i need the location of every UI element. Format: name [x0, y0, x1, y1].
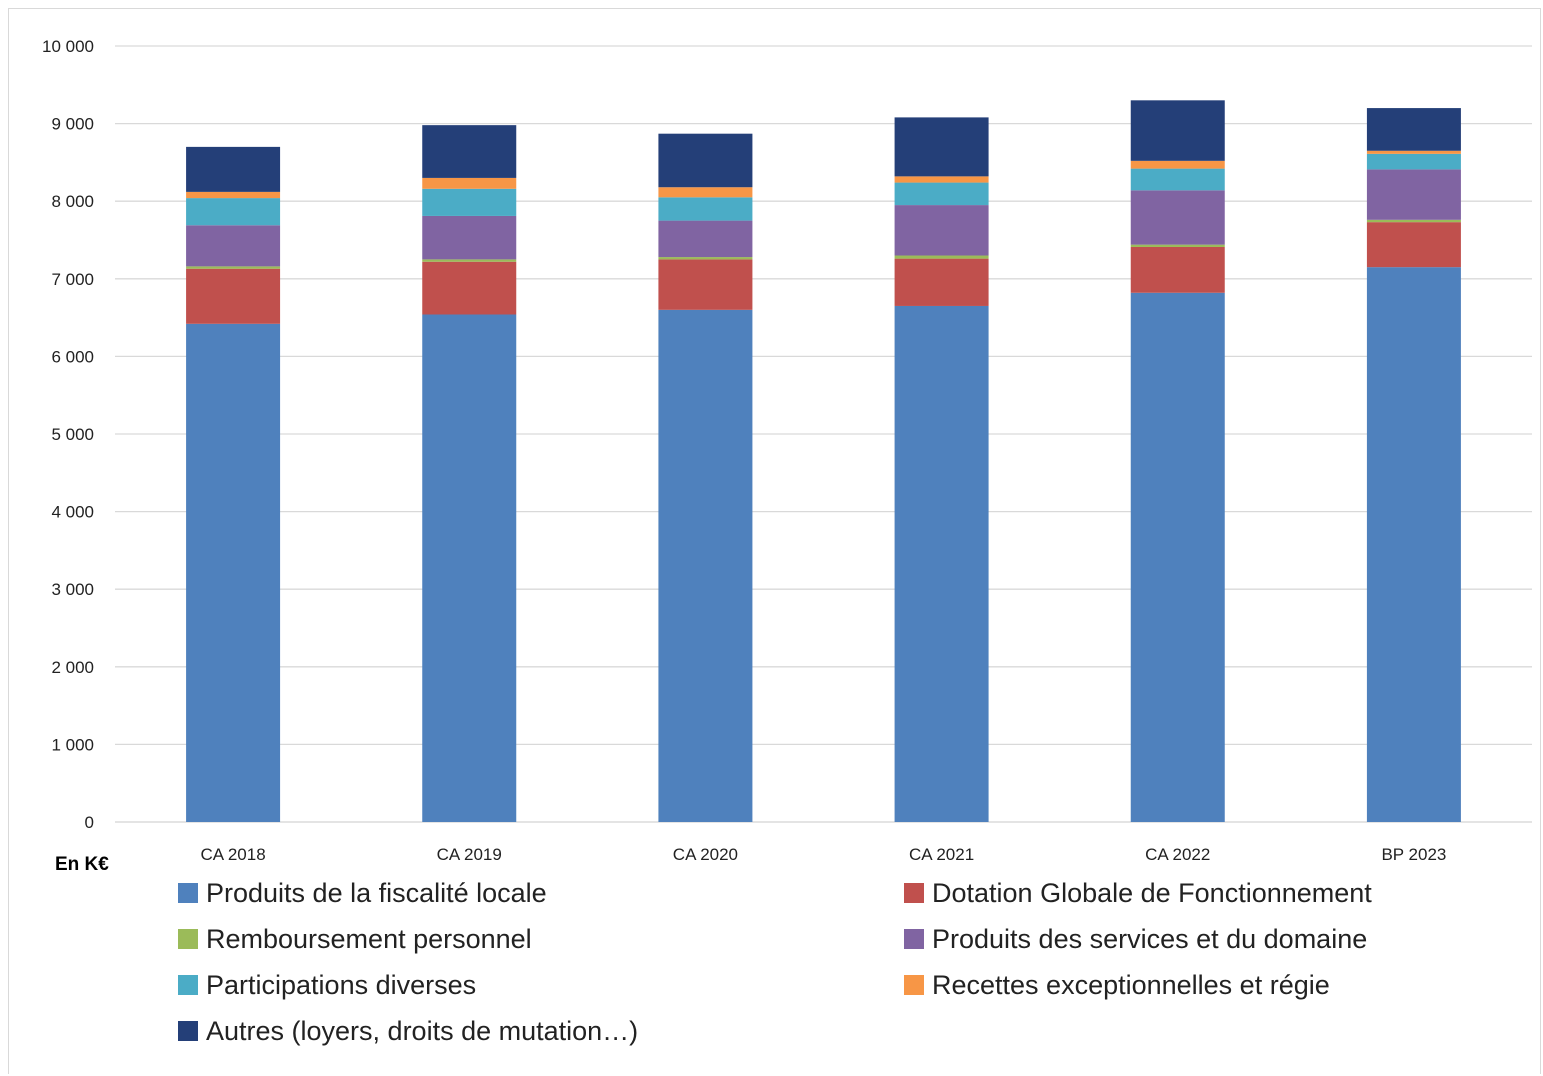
bar-segment: [422, 177, 517, 189]
legend-item: Produits de la fiscalité locale: [178, 873, 547, 913]
legend-label: Produits des services et du domaine: [932, 923, 1368, 954]
bar-segment: [186, 266, 281, 269]
bar-segment: [1130, 100, 1225, 161]
bar-segment: [1130, 168, 1225, 191]
y-tick-label: 1 000: [51, 735, 94, 754]
bar-segment: [1130, 160, 1225, 169]
bar-segment: [658, 197, 753, 221]
bar-segment: [1366, 169, 1461, 220]
bar-segment: [186, 146, 281, 192]
legend-swatch: [178, 929, 198, 949]
x-tick-label: CA 2021: [909, 845, 974, 864]
bar-segment: [1366, 108, 1461, 151]
bar-segment: [1130, 246, 1225, 293]
bar-segment: [658, 133, 753, 188]
bar-segment: [1366, 150, 1461, 154]
x-tick-label: CA 2020: [673, 845, 738, 864]
bar-segment: [422, 215, 517, 260]
y-tick-label: 5 000: [51, 425, 94, 444]
bar-segment: [1130, 244, 1225, 247]
bar-segment: [894, 205, 989, 256]
legend-label: Produits de la fiscalité locale: [206, 877, 547, 908]
bar-segment: [658, 187, 753, 198]
x-tick-label: CA 2022: [1145, 845, 1210, 864]
legend-swatch: [178, 883, 198, 903]
bar-segment: [422, 314, 517, 822]
y-tick-label: 4 000: [51, 503, 94, 522]
y-tick-label: 0: [85, 813, 94, 832]
bar-segment: [658, 220, 753, 258]
y-tick-label: 7 000: [51, 270, 94, 289]
legend-label: Dotation Globale de Fonctionnement: [932, 877, 1372, 908]
legend-swatch: [904, 975, 924, 995]
bar-segment: [1366, 222, 1461, 268]
y-tick-label: 6 000: [51, 347, 94, 366]
legend-swatch: [904, 929, 924, 949]
gridlines: [115, 45, 1532, 823]
x-tick-label: BP 2023: [1381, 845, 1446, 864]
legend-swatch: [904, 883, 924, 903]
legend-label: Autres (loyers, droits de mutation…): [206, 1015, 639, 1046]
legend-item: Produits des services et du domaine: [904, 919, 1367, 959]
bar-segment: [894, 305, 989, 823]
y-axis-ticks: 0 1 000 2 000 3 000 4 000 5 000 6 000 7 000 8 00…: [42, 37, 94, 832]
y-tick-label: 9 000: [51, 115, 94, 134]
bar-segment: [658, 309, 753, 823]
legend-item: Recettes exceptionnelles et régie: [904, 965, 1330, 1005]
bar-segment: [894, 176, 989, 183]
bar-segment: [1366, 267, 1461, 822]
bar-segment: [186, 198, 281, 226]
bar-segment: [1130, 292, 1225, 822]
bar-segment: [186, 191, 281, 199]
x-axis-ticks: CA 2018 CA 2019 CA 2020 CA 2021 CA 2022 BP 20…: [200, 845, 1446, 864]
legend-label: Remboursement personnel: [206, 923, 532, 954]
bar-segment: [422, 261, 517, 315]
bar-segment: [894, 258, 989, 306]
y-tick-label: 2 000: [51, 658, 94, 677]
legend-item: Participations diverses: [178, 965, 476, 1005]
bar-segment: [186, 323, 281, 822]
bar-segment: [1130, 190, 1225, 245]
legend-item: Autres (loyers, droits de mutation…): [178, 1011, 638, 1051]
legend-item: Remboursement personnel: [178, 919, 532, 959]
y-tick-label: 10 000: [42, 37, 94, 56]
legend-swatch: [178, 975, 198, 995]
chart-frame: [8, 8, 1541, 1074]
x-tick-label: CA 2018: [200, 845, 265, 864]
x-tick-label: CA 2019: [437, 845, 502, 864]
unit-label: En K€: [55, 854, 109, 875]
bar-segment: [894, 182, 989, 206]
bar-segment: [894, 117, 989, 177]
bar-segment: [1366, 219, 1461, 223]
legend-label: Recettes exceptionnelles et régie: [932, 969, 1330, 1000]
bar-segment: [658, 259, 753, 310]
legend-swatch: [178, 1021, 198, 1041]
legend-item: Dotation Globale de Fonctionnement: [904, 873, 1372, 913]
bar-segment: [894, 255, 989, 259]
y-tick-label: 8 000: [51, 192, 94, 211]
bar-segment: [422, 125, 517, 178]
bar-segment: [658, 257, 753, 260]
bar-segment: [1366, 153, 1461, 170]
legend-label: Participations diverses: [206, 969, 477, 1000]
bar-segment: [422, 259, 517, 262]
bar-segment: [186, 225, 281, 267]
bar-segment: [422, 188, 517, 216]
y-tick-label: 3 000: [51, 580, 94, 599]
bars: [186, 100, 1461, 823]
bar-segment: [186, 268, 281, 324]
